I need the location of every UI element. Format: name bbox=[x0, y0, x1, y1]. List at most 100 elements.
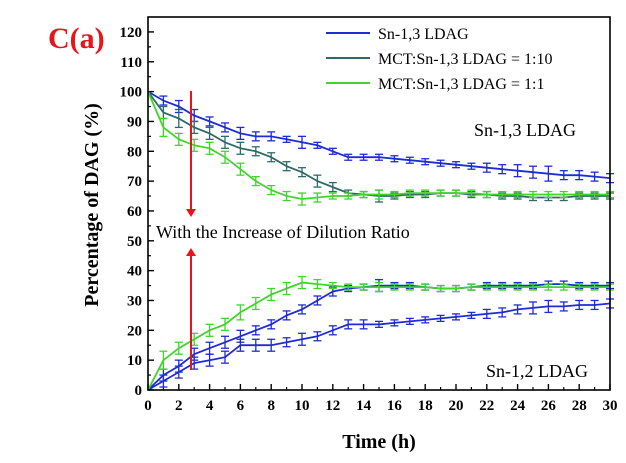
error-bar bbox=[344, 319, 353, 330]
error-bar bbox=[251, 338, 260, 352]
series-2 bbox=[147, 91, 614, 203]
x-tick-label: 10 bbox=[295, 398, 310, 414]
x-tick-label: 30 bbox=[603, 398, 618, 414]
error-bar bbox=[267, 287, 276, 302]
x-tick-label: 18 bbox=[418, 398, 433, 414]
error-bar bbox=[590, 171, 599, 182]
error-bar bbox=[421, 158, 430, 166]
error-bar bbox=[390, 190, 399, 199]
error-bar bbox=[313, 295, 322, 306]
error-bar bbox=[436, 314, 445, 323]
panel-label: C(a) bbox=[48, 22, 105, 55]
error-bar bbox=[467, 283, 476, 291]
error-bar bbox=[390, 283, 399, 291]
error-bar bbox=[436, 189, 445, 197]
y-tick-label: 10 bbox=[127, 353, 142, 369]
error-bar bbox=[467, 311, 476, 320]
error-bar bbox=[344, 283, 353, 291]
error-bar bbox=[375, 320, 383, 328]
error-bar bbox=[390, 155, 399, 163]
error-bar bbox=[482, 190, 491, 199]
error-bar bbox=[313, 192, 322, 203]
error-bar bbox=[359, 319, 368, 330]
x-tick-label: 0 bbox=[144, 398, 152, 414]
error-bar bbox=[251, 296, 260, 311]
y-tick-label: 70 bbox=[127, 174, 142, 190]
error-bar bbox=[251, 175, 260, 187]
x-tick-label: 22 bbox=[479, 398, 494, 414]
error-bar bbox=[513, 283, 522, 291]
error-bar bbox=[251, 146, 260, 157]
error-bar bbox=[282, 281, 291, 296]
error-bar bbox=[482, 308, 491, 320]
error-bar bbox=[359, 153, 368, 161]
error-bar bbox=[467, 162, 476, 170]
error-bar bbox=[482, 162, 491, 173]
x-tick-label: 28 bbox=[572, 398, 587, 414]
error-bar bbox=[236, 304, 245, 321]
y-tick-label: 30 bbox=[127, 293, 142, 309]
error-bar bbox=[529, 301, 537, 315]
error-bar bbox=[513, 190, 522, 199]
error-bar bbox=[436, 284, 445, 293]
error-bar bbox=[298, 192, 306, 206]
error-bar bbox=[159, 117, 168, 138]
error-bar bbox=[544, 165, 553, 182]
y-tick-label: 40 bbox=[127, 264, 142, 280]
error-bar bbox=[174, 341, 183, 355]
error-bar bbox=[282, 310, 291, 321]
legend-label-1: Sn-1,3 LDAG bbox=[378, 26, 469, 43]
y-tick-label: 90 bbox=[127, 114, 142, 130]
error-bar bbox=[313, 141, 322, 149]
error-bar bbox=[174, 108, 183, 129]
y-tick-label: 100 bbox=[120, 85, 143, 101]
x-tick-label: 14 bbox=[356, 398, 372, 414]
error-bar bbox=[221, 335, 229, 349]
error-bar bbox=[328, 147, 337, 155]
error-bar bbox=[298, 135, 306, 149]
error-bar bbox=[159, 350, 168, 370]
error-bar bbox=[405, 317, 414, 326]
error-bar bbox=[513, 304, 522, 315]
error-bar bbox=[298, 167, 306, 178]
error-bar bbox=[282, 135, 291, 143]
error-bar bbox=[375, 189, 383, 200]
error-bar bbox=[267, 131, 276, 142]
error-bar bbox=[421, 283, 430, 291]
error-bar bbox=[452, 313, 460, 321]
error-bar bbox=[328, 192, 337, 200]
error-bar bbox=[575, 190, 584, 199]
x-tick-label: 6 bbox=[237, 398, 245, 414]
error-bar bbox=[498, 164, 507, 175]
y-tick-label: 20 bbox=[127, 323, 142, 339]
error-bar bbox=[421, 189, 430, 197]
error-bar bbox=[205, 141, 214, 155]
series-line bbox=[147, 91, 610, 199]
error-bar bbox=[482, 283, 491, 291]
series-layer bbox=[147, 90, 614, 391]
error-bar bbox=[282, 337, 291, 348]
error-bar bbox=[529, 190, 537, 199]
error-bar bbox=[575, 299, 584, 311]
error-bar bbox=[544, 299, 553, 314]
error-bar bbox=[559, 283, 568, 291]
error-bar bbox=[282, 190, 291, 202]
y-tick-label: 120 bbox=[120, 25, 143, 41]
axis-ticks: 0 2 4 6 8 10 12 14 16 18 20 22 24 26 28 300102030405060… bbox=[120, 25, 618, 414]
x-tick-label: 4 bbox=[206, 398, 214, 414]
error-bar bbox=[575, 283, 584, 291]
error-bar bbox=[221, 317, 229, 331]
x-tick-label: 8 bbox=[267, 398, 275, 414]
error-bar bbox=[267, 338, 276, 352]
series-3 bbox=[147, 91, 614, 206]
error-bar bbox=[405, 156, 414, 164]
x-tick-label: 12 bbox=[325, 398, 340, 414]
error-bar bbox=[575, 170, 584, 181]
error-bar bbox=[498, 283, 507, 291]
error-bar bbox=[405, 189, 414, 197]
error-bar bbox=[590, 190, 599, 199]
annotation-sn13: Sn-1,3 LDAG bbox=[474, 120, 576, 140]
error-bar bbox=[559, 170, 568, 181]
error-bar bbox=[498, 307, 507, 318]
error-bar bbox=[236, 329, 245, 343]
